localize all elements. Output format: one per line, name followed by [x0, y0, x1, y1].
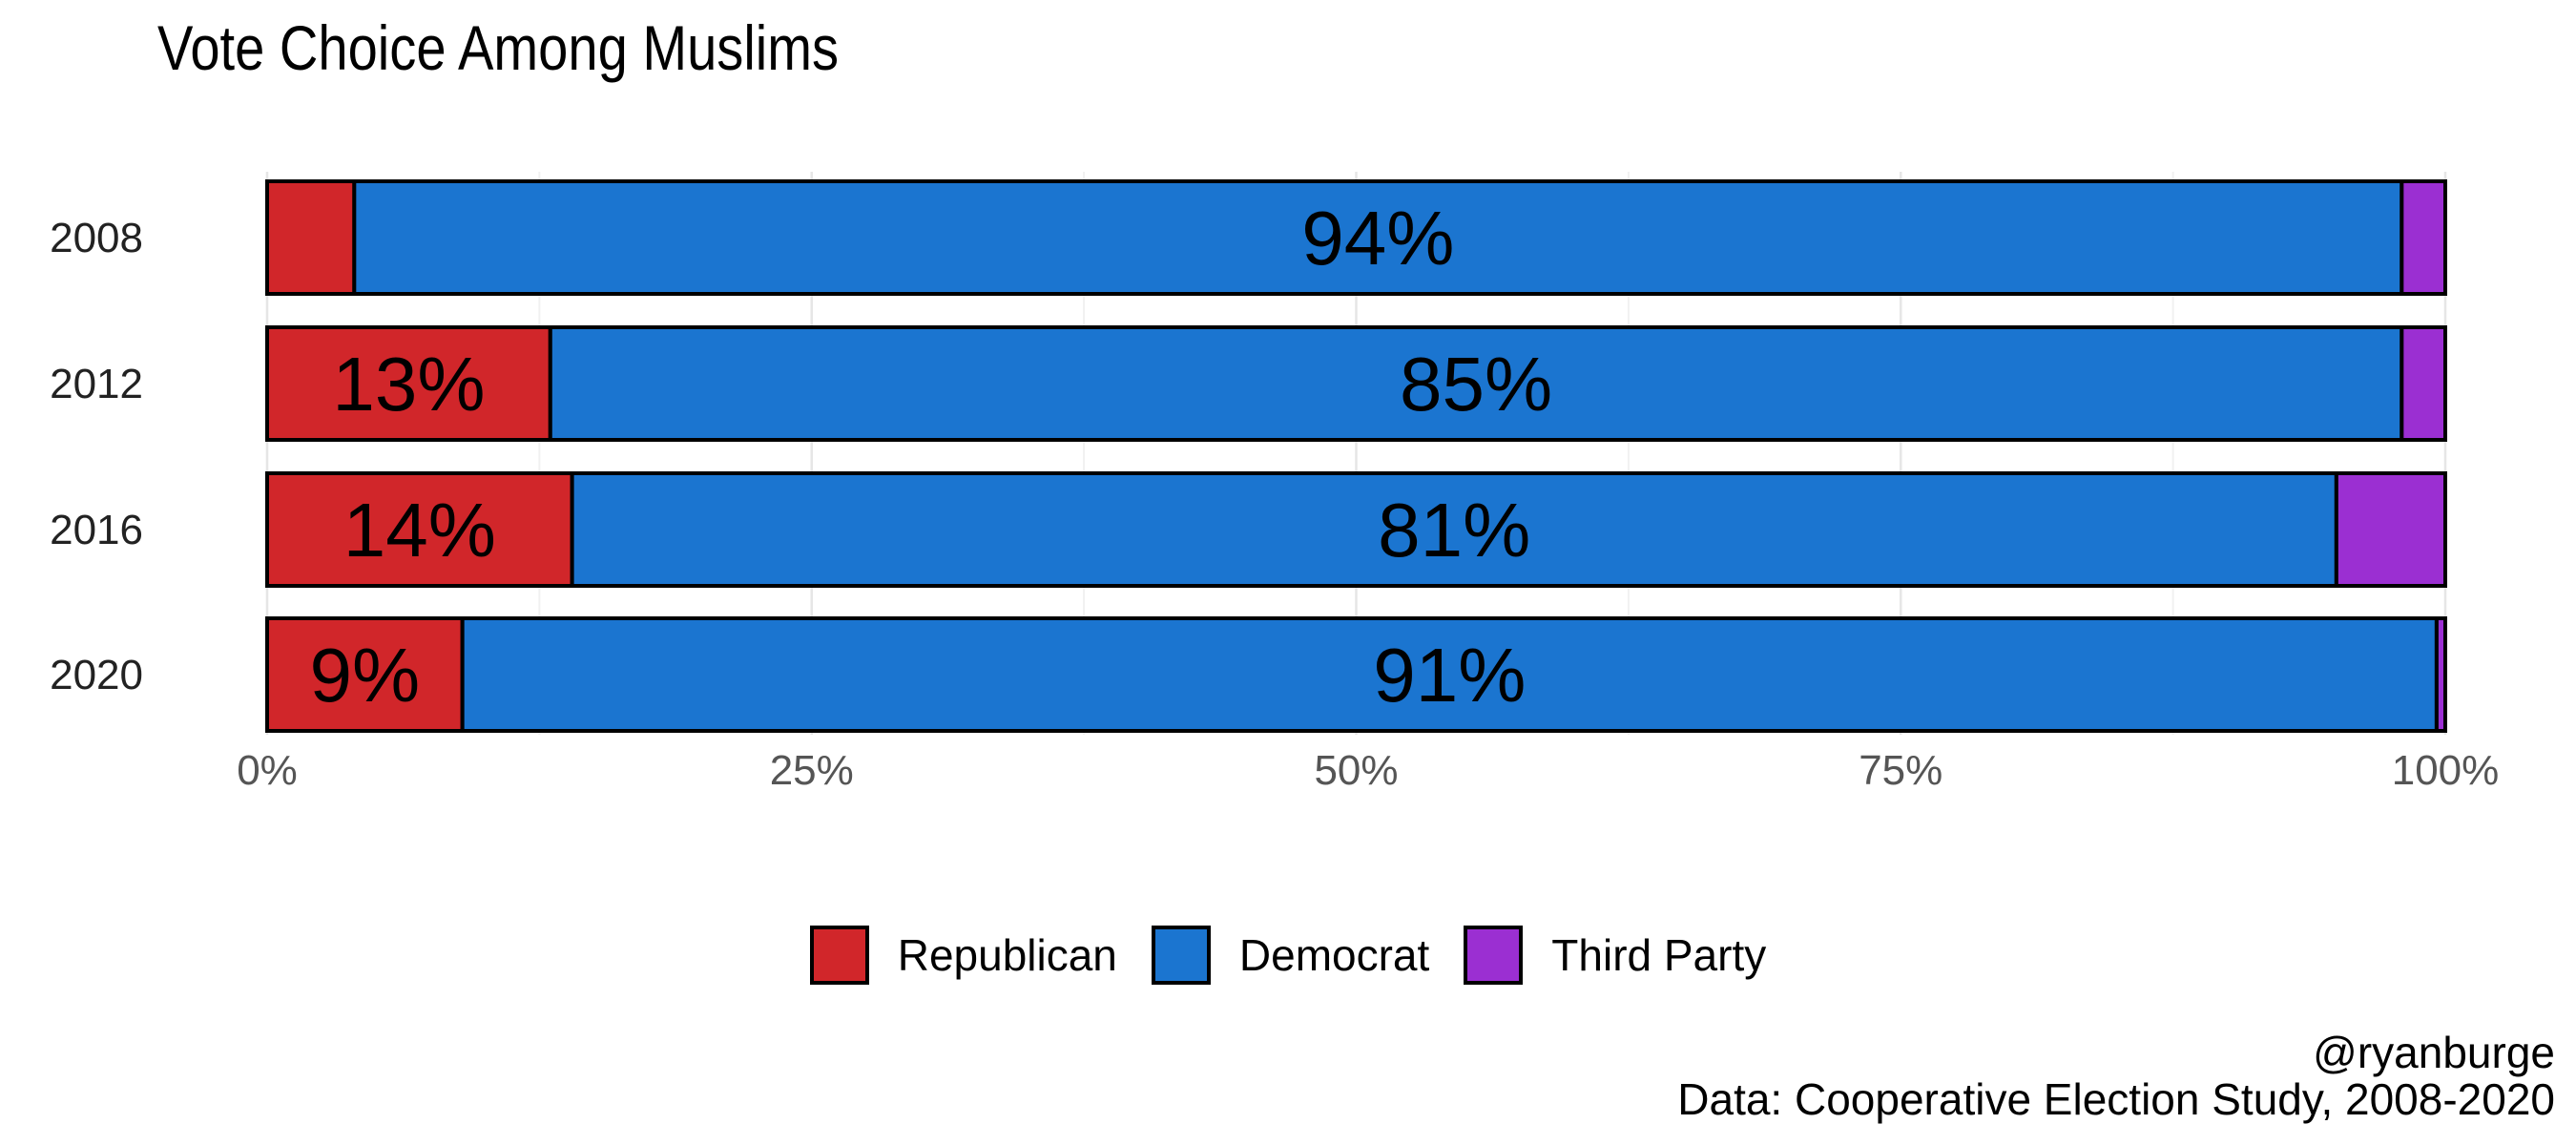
bar-republican-2008: [265, 179, 357, 296]
legend-label: Third Party: [1551, 930, 1767, 980]
legend-swatch: [809, 926, 869, 985]
y-axis-tick-labels: 2008 2012 2016 2020: [50, 215, 143, 698]
bar-democrat-2012: [548, 325, 2404, 442]
legend-swatch: [1464, 926, 1524, 985]
legend-swatch: [1151, 926, 1211, 985]
data-label: 14%: [343, 488, 496, 572]
bar-republican-2016: [265, 471, 574, 588]
data-label: 94%: [1301, 196, 1454, 281]
bar-democrat-2008: [352, 179, 2404, 296]
y-tick-label: 2008: [50, 215, 143, 261]
data-label: 91%: [1373, 633, 1526, 718]
x-tick-label: 0%: [237, 747, 298, 794]
plot-area: 94% 13% 85% 14% 81% 9% 91% 2008 2012 2016 2020 0%…: [50, 172, 2499, 794]
bar-third-party-2016: [2334, 471, 2448, 588]
data-labels: 94% 13% 85% 14% 81% 9% 91%: [310, 196, 1553, 718]
data-source-caption: Data: Cooperative Election Study, 2008-2…: [1677, 1074, 2555, 1124]
y-tick-label: 2012: [50, 361, 143, 407]
bar-republican-2020: [265, 616, 465, 733]
x-tick-label: 25%: [770, 747, 854, 794]
legend: Republican Democrat Third Party: [0, 921, 2576, 989]
bar-third-party-2008: [2399, 179, 2448, 296]
x-tick-label: 100%: [2392, 747, 2500, 794]
bar-third-party-2012: [2399, 325, 2448, 442]
data-label: 81%: [1378, 488, 1530, 572]
chart-title: Vote Choice Among Muslims: [157, 12, 840, 83]
data-label: 85%: [1400, 342, 1552, 427]
x-tick-label: 50%: [1314, 747, 1398, 794]
bar-democrat-2020: [460, 616, 2439, 733]
bar-republican-2012: [265, 325, 552, 442]
data-label: 13%: [332, 342, 485, 427]
bars: [265, 179, 2448, 733]
legend-label: Republican: [897, 930, 1117, 980]
data-label: 9%: [310, 633, 421, 718]
legend-item-democrat: Democrat: [1151, 926, 1430, 985]
bar-third-party-2020: [2434, 616, 2447, 733]
author-handle: @ryanburge: [2313, 1028, 2555, 1077]
legend-item-third-party: Third Party: [1464, 926, 1766, 985]
legend-item-republican: Republican: [809, 926, 1117, 985]
y-tick-label: 2020: [50, 652, 143, 698]
x-tick-label: 75%: [1859, 747, 1942, 794]
x-axis-tick-labels: 0% 25% 50% 75% 100%: [237, 747, 2499, 794]
y-tick-label: 2016: [50, 507, 143, 553]
legend-label: Democrat: [1238, 930, 1430, 980]
